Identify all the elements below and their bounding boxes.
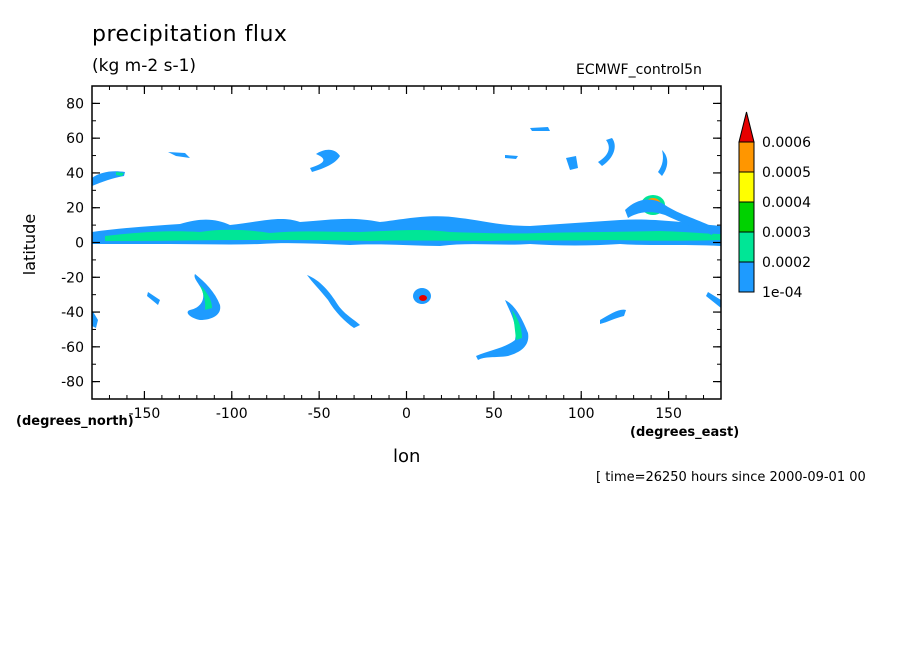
time-label: [ time=26250 hours since 2000-09-01 00: [596, 470, 866, 485]
x-tick-label: -150: [129, 406, 161, 422]
y-tick-label: 0: [75, 236, 84, 252]
x-tick-label: 50: [485, 406, 503, 422]
colorbar-label: 0.0003: [762, 225, 811, 241]
y-tick-label: -20: [61, 270, 84, 286]
precip-fields: [92, 127, 721, 360]
field-north-atlantic-arc: [310, 149, 340, 172]
chart-units: (kg m-2 s-1): [92, 56, 197, 76]
colorbar-label: 1e-04: [762, 285, 802, 301]
field-japan-arc: [658, 150, 668, 176]
colorbar-label: 0.0002: [762, 255, 811, 271]
colorbar-label: 0.0005: [762, 165, 811, 181]
x-tick-label: 0: [402, 406, 411, 422]
x-tick-label: 100: [568, 406, 595, 422]
field-south-africa-cell-core: [419, 295, 427, 301]
x-tick-label: -100: [216, 406, 248, 422]
x-tick-label: 150: [655, 406, 682, 422]
field-north-pacific-east-core: [116, 172, 124, 176]
field-southwest-pacific-small: [92, 310, 98, 328]
colorbar-segment: [738, 261, 755, 293]
field-south-atlantic-band: [307, 275, 360, 328]
x-tick-label: -50: [308, 406, 331, 422]
field-north-pacific-small: [168, 152, 190, 158]
x-axis-ticks: -150 -100 -50 0 50 100 150: [91, 86, 722, 422]
colorbar-label: 0.0006: [762, 135, 811, 151]
field-far-east-south: [706, 292, 721, 308]
field-indian-ocean-arc-core: [512, 310, 522, 340]
colorbar-segment: [738, 231, 755, 263]
field-south-pacific-band: [187, 274, 221, 320]
chart-title: precipitation flux: [92, 22, 288, 47]
field-europe-small: [505, 155, 518, 159]
colorbar-segment: [738, 141, 755, 173]
colorbar-segment: [738, 171, 755, 203]
colorbar-segment: [738, 201, 755, 233]
y-tick-label: 40: [66, 166, 84, 182]
y-tick-label: 80: [66, 96, 84, 112]
field-asia-cell: [566, 156, 578, 170]
x-axis-units: (degrees_east): [630, 425, 740, 440]
y-axis-ticks: 80 60 40 20 0 -20 -40 -60 -80: [61, 85, 721, 400]
field-south-pacific-band-core: [200, 285, 212, 310]
colorbar-top-arrow: [738, 111, 755, 143]
y-tick-label: -40: [61, 305, 84, 321]
y-tick-label: -60: [61, 340, 84, 356]
dataset-label: ECMWF_control5n: [576, 62, 702, 78]
field-west-pacific-arc: [625, 199, 715, 235]
field-asia-arc: [598, 138, 615, 166]
x-axis-label: lon: [393, 446, 421, 467]
field-equatorial-band-core: [105, 229, 721, 241]
y-tick-label: 20: [66, 201, 84, 217]
colorbar: 1e-04 0.0002 0.0003 0.0004 0.0005 0.0006: [738, 111, 811, 301]
field-tasman-cell: [600, 309, 626, 324]
y-tick-label: -80: [61, 375, 84, 391]
field-arctic-small: [530, 127, 550, 131]
field-south-east-pacific-small: [147, 292, 160, 305]
colorbar-label: 0.0004: [762, 195, 811, 211]
y-tick-label: 60: [66, 131, 84, 147]
y-axis-units: (degrees_north): [16, 414, 134, 429]
